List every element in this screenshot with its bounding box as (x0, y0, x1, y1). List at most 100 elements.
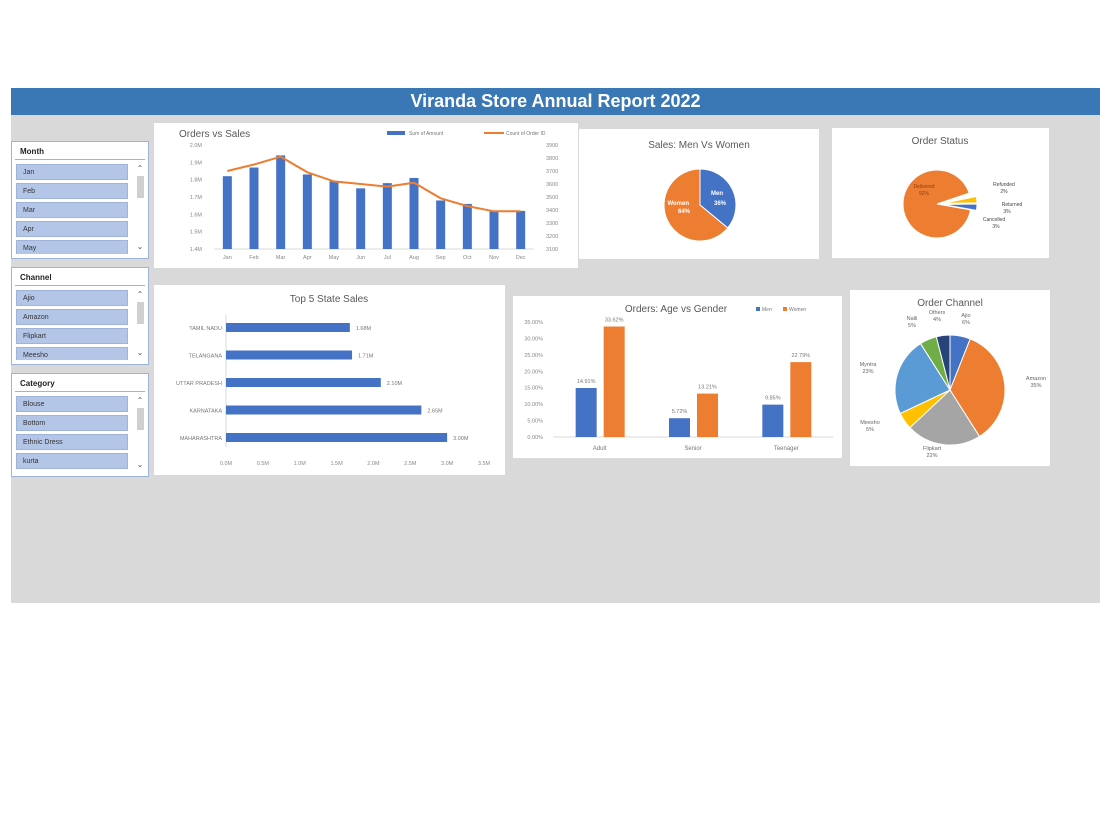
slicer-item-blouse[interactable]: Blouse (16, 396, 128, 412)
scroll-up-icon[interactable]: ⌃ (136, 396, 144, 405)
slicer-scrollbar[interactable]: ⌃ ⌄ (135, 396, 145, 470)
sales-bar (382, 183, 392, 249)
slicer-item-apr[interactable]: Apr (16, 221, 128, 237)
legend-swatch (387, 131, 405, 135)
slicer-item-amazon[interactable]: Amazon (16, 309, 128, 325)
slicer-title: Month (15, 142, 145, 160)
y-tick-left: 1.9M (190, 160, 203, 166)
women-bar (603, 326, 625, 437)
slicer-item-flipkart[interactable]: Flipkart (16, 328, 128, 344)
x-tick: Nov (489, 255, 499, 261)
data-label: 2.10M (387, 381, 403, 387)
x-tick: 1.0M (294, 461, 307, 467)
y-tick: 25.00% (524, 353, 543, 359)
channel-slicer[interactable]: Channel Ajio Amazon Flipkart Meesho ⌃ ⌄ (11, 267, 149, 365)
x-tick: Sep (436, 255, 446, 261)
y-tick-left: 1.5M (190, 230, 203, 236)
pie-slice (902, 169, 972, 239)
y-tick: MAHARASHTRA (180, 436, 223, 442)
scroll-thumb[interactable] (136, 408, 144, 430)
chart-title: Top 5 State Sales (290, 294, 368, 305)
slicer-item-may[interactable]: May (16, 240, 128, 254)
x-tick: 0.0M (220, 461, 233, 467)
slicer-item-mar[interactable]: Mar (16, 202, 128, 218)
sales-bar (409, 177, 419, 249)
y-tick: 35.00% (524, 320, 543, 326)
pie-label: Myntra (860, 362, 878, 368)
report-title: Viranda Store Annual Report 2022 (11, 88, 1100, 115)
slicer-item-ajio[interactable]: Ajio (16, 290, 128, 306)
scroll-down-icon[interactable]: ⌄ (136, 348, 144, 357)
scroll-up-icon[interactable]: ⌃ (136, 290, 144, 299)
y-tick: 5.00% (527, 419, 543, 425)
x-tick: 1.5M (330, 461, 343, 467)
pie-label: 22% (926, 453, 937, 459)
y-tick: 30.00% (524, 336, 543, 342)
data-label: 5.72% (672, 409, 688, 415)
chart-title: Order Status (912, 136, 969, 147)
data-label: 2.65M (427, 409, 443, 415)
legend-label: Women (789, 307, 806, 313)
slicer-item-jan[interactable]: Jan (16, 164, 128, 180)
dashboard-canvas: Viranda Store Annual Report 2022 Month Ja… (11, 88, 1100, 603)
slicer-item-feb[interactable]: Feb (16, 183, 128, 199)
pie-label: Others (929, 310, 946, 316)
scroll-down-icon[interactable]: ⌄ (136, 242, 144, 251)
order-status-chart: Order Status Delivered 92% Refunded 2% Return… (832, 128, 1049, 258)
scroll-thumb[interactable] (136, 176, 144, 198)
pie-slice (949, 338, 1006, 438)
x-tick: Apr (303, 255, 312, 261)
data-label: 13.21% (698, 385, 717, 391)
category-slicer[interactable]: Category Blouse Bottom Ethnic Dress kurta ⌃ ⌄ (11, 373, 149, 477)
scroll-thumb[interactable] (136, 302, 144, 324)
pie-label: 3% (1003, 209, 1011, 215)
x-tick: Jan (223, 255, 232, 261)
month-slicer[interactable]: Month Jan Feb Mar Apr May ⌃ ⌄ (11, 141, 149, 259)
pie-label: Women (667, 201, 689, 207)
slicer-item-meesho[interactable]: Meesho (16, 347, 128, 360)
sales-bar (436, 200, 446, 249)
x-tick: Mar (276, 255, 286, 261)
sales-bar (489, 210, 499, 249)
legend-label: Count of Order ID (506, 131, 546, 137)
order-channel-chart: Order Channel Ajio 6% Amazon 35% Flipkart 22% M… (850, 290, 1050, 466)
x-tick: Dec (516, 255, 526, 261)
sales-bar (356, 188, 366, 249)
state-bar (226, 405, 422, 415)
y-tick: TELANGANA (189, 354, 223, 360)
scroll-up-icon[interactable]: ⌃ (136, 164, 144, 173)
chart-title: Orders vs Sales (179, 129, 250, 140)
slicer-item-ethnic-dress[interactable]: Ethnic Dress (16, 434, 128, 450)
state-bar (226, 378, 381, 387)
slicer-scrollbar[interactable]: ⌃ ⌄ (135, 164, 145, 252)
pie-label: Nalli (907, 316, 918, 322)
slicer-title: Category (15, 374, 145, 392)
pie-label: 5% (908, 323, 916, 329)
y-tick: TAMIL NADU (189, 326, 222, 332)
data-label: 3.00M (453, 436, 469, 442)
x-tick: Feb (249, 255, 258, 261)
y-tick-right: 3500 (546, 195, 558, 201)
women-bar (790, 362, 812, 437)
y-tick-left: 1.8M (190, 178, 203, 184)
women-bar (697, 393, 718, 437)
pie-slice (663, 168, 729, 242)
y-tick-left: 1.6M (190, 212, 203, 218)
y-tick-right: 3400 (546, 208, 558, 214)
scroll-down-icon[interactable]: ⌄ (136, 460, 144, 469)
slicer-scrollbar[interactable]: ⌃ ⌄ (135, 290, 145, 358)
pie-label: 4% (933, 317, 941, 323)
pie-label: Amazon (1026, 376, 1046, 382)
y-tick-right: 3600 (546, 182, 558, 188)
y-tick-right: 3800 (546, 156, 558, 162)
slicer-item-kurta[interactable]: kurta (16, 453, 128, 469)
state-bar (226, 323, 350, 332)
pie-label: Delivered (913, 184, 934, 190)
x-tick: Adult (593, 446, 607, 452)
x-tick: 0.5M (257, 461, 270, 467)
slicer-item-bottom[interactable]: Bottom (16, 415, 128, 431)
x-tick: Jul (384, 255, 391, 261)
data-label: 14.91% (577, 379, 596, 385)
y-tick: KARNATAKA (190, 409, 223, 415)
y-tick-left: 2.0M (190, 143, 203, 149)
